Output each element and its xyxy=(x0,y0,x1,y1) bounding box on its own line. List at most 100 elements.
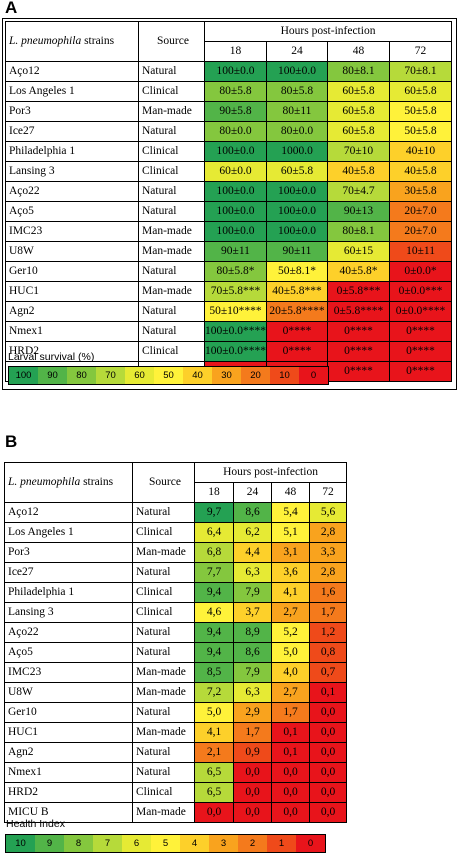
strain-name: Philadelphia 1 xyxy=(5,141,139,162)
heat-cell: 5,2 xyxy=(271,622,310,643)
table-row: Ger10 Natural 80±5.8* 50±8.1* 40±5.8* 0±0.0* xyxy=(5,261,453,282)
heat-cell: 1,2 xyxy=(308,622,348,643)
heat-cell: 0,0 xyxy=(308,722,348,743)
strain-source: Natural xyxy=(132,642,195,663)
hour-column-header: 24 xyxy=(233,482,272,503)
strain-source: Clinical xyxy=(138,141,205,162)
panel-a-legend-title: Larval survival (%) xyxy=(8,351,95,363)
heat-cell: 0,9 xyxy=(233,742,272,763)
strain-name: Agn2 xyxy=(5,301,139,322)
strain-source: Clinical xyxy=(132,602,195,623)
table-row: Los Angeles 1 Clinical 6,4 6,2 5,1 2,8 xyxy=(4,522,348,543)
strain-name: Aço5 xyxy=(4,642,133,663)
legend-swatch: 0 xyxy=(296,835,325,852)
strain-source: Natural xyxy=(132,502,195,523)
legend-swatch: 60 xyxy=(125,367,154,384)
strain-source: Natural xyxy=(138,261,205,282)
heat-cell: 0,0 xyxy=(308,802,348,823)
heat-cell: 0**** xyxy=(388,361,453,382)
heat-cell: 80±5.8* xyxy=(204,261,267,282)
heat-cell: 50±5.8 xyxy=(388,121,453,142)
heat-cell: 10±11 xyxy=(388,241,453,262)
legend-swatch: 6 xyxy=(122,835,151,852)
heat-cell: 40±10 xyxy=(388,141,453,162)
strain-name: Philadelphia 1 xyxy=(4,582,133,603)
heat-cell: 80±8.1 xyxy=(327,61,390,82)
heat-cell: 0±0.0**** xyxy=(388,301,453,322)
legend-swatch: 30 xyxy=(212,367,241,384)
heat-cell: 80±11 xyxy=(266,101,328,122)
strain-source: Natural xyxy=(132,762,195,783)
table-row: Aço12 Natural 9,7 8,6 5,4 5,6 xyxy=(4,502,348,523)
heat-cell: 3,6 xyxy=(271,562,310,583)
heat-cell: 6,5 xyxy=(194,762,234,783)
heat-cell: 0±0.0* xyxy=(388,261,453,282)
strain-source: Clinical xyxy=(138,341,205,362)
strain-source: Clinical xyxy=(132,522,195,543)
heat-cell: 100±0.0**** xyxy=(204,321,267,342)
strain-source: Clinical xyxy=(132,782,195,803)
heat-cell: 2,7 xyxy=(271,682,310,703)
heat-cell: 7,7 xyxy=(194,562,234,583)
table-row: Philadelphia 1 Clinical 9,4 7,9 4,1 1,6 xyxy=(4,582,348,603)
heat-cell: 8,6 xyxy=(233,502,272,523)
strain-source: Man-made xyxy=(132,542,195,563)
heat-cell: 0,0 xyxy=(308,702,348,723)
strains-header: L. pneumophila strains xyxy=(4,462,133,503)
legend-swatch: 10 xyxy=(270,367,299,384)
header-row: L. pneumophila strains Source Hours post-i… xyxy=(4,462,348,503)
strain-source: Clinical xyxy=(138,81,205,102)
strain-name: Aço22 xyxy=(4,622,133,643)
strain-source: Natural xyxy=(138,301,205,322)
heat-cell: 0**** xyxy=(266,341,328,362)
heat-cell: 30±5.8 xyxy=(388,181,453,202)
table-row: U8W Man-made 90±11 90±11 60±15 10±11 xyxy=(5,241,453,262)
heat-cell: 9,7 xyxy=(194,502,234,523)
table-row: HUC1 Man-made 4,1 1,7 0,1 0,0 xyxy=(4,722,348,743)
heat-cell: 9,4 xyxy=(194,642,234,663)
strain-name: Nmex1 xyxy=(4,762,133,783)
table-row: Aço22 Natural 9,4 8,9 5,2 1,2 xyxy=(4,622,348,643)
strain-name: Aço12 xyxy=(4,502,133,523)
source-header: Source xyxy=(132,462,195,503)
heat-cell: 0**** xyxy=(327,321,390,342)
strain-name: U8W xyxy=(5,241,139,262)
heat-cell: 50±5.8 xyxy=(388,101,453,122)
hours-header: Hours post-infection xyxy=(203,21,453,42)
heat-cell: 50±10**** xyxy=(204,301,267,322)
heat-cell: 80±0.0 xyxy=(204,121,267,142)
heat-cell: 2,9 xyxy=(233,702,272,723)
hour-column-header: 48 xyxy=(327,41,390,62)
heat-cell: 40±5.8*** xyxy=(266,281,328,302)
heat-cell: 0,7 xyxy=(308,662,348,683)
heat-cell: 0,1 xyxy=(308,682,348,703)
heat-cell: 100±0.0 xyxy=(204,141,267,162)
strain-name: Los Angeles 1 xyxy=(5,81,139,102)
strain-source: Man-made xyxy=(132,662,195,683)
heat-cell: 100±0.0 xyxy=(204,181,267,202)
table-row: Por3 Man-made 6,8 4,4 3,1 3,3 xyxy=(4,542,348,563)
table-row: Por3 Man-made 90±5.8 80±11 60±5.8 50±5.8 xyxy=(5,101,453,122)
heat-cell: 90±5.8 xyxy=(204,101,267,122)
heat-cell: 70±5.8*** xyxy=(204,281,267,302)
strain-source: Natural xyxy=(132,562,195,583)
heat-cell: 0,0 xyxy=(233,802,272,823)
heat-cell: 3,3 xyxy=(308,542,348,563)
heat-cell: 4,1 xyxy=(271,582,310,603)
strain-source: Natural xyxy=(138,121,205,142)
strain-name: Por3 xyxy=(4,542,133,563)
table-row: Ice27 Natural 80±0.0 80±0.0 60±5.8 50±5.8 xyxy=(5,121,453,142)
strain-source: Natural xyxy=(132,622,195,643)
heat-cell: 100±0.0 xyxy=(266,61,328,82)
strain-source: Man-made xyxy=(138,101,205,122)
heat-cell: 0,0 xyxy=(233,762,272,783)
heat-cell: 100±0.0**** xyxy=(204,341,267,362)
table-row: HUC1 Man-made 70±5.8*** 40±5.8*** 0±5.8*** 0±… xyxy=(5,281,453,302)
heat-cell: 100±0.0 xyxy=(266,181,328,202)
heat-cell: 0±5.8*** xyxy=(327,281,390,302)
table-row: Agn2 Natural 2,1 0,9 0,1 0,0 xyxy=(4,742,348,763)
panel-b-color-legend: 10 9 8 7 6 5 4 3 2 1 0 xyxy=(5,834,326,853)
heat-cell: 100±0.0 xyxy=(266,201,328,222)
heat-cell: 50±8.1* xyxy=(266,261,328,282)
heat-cell: 60±5.8 xyxy=(327,101,390,122)
